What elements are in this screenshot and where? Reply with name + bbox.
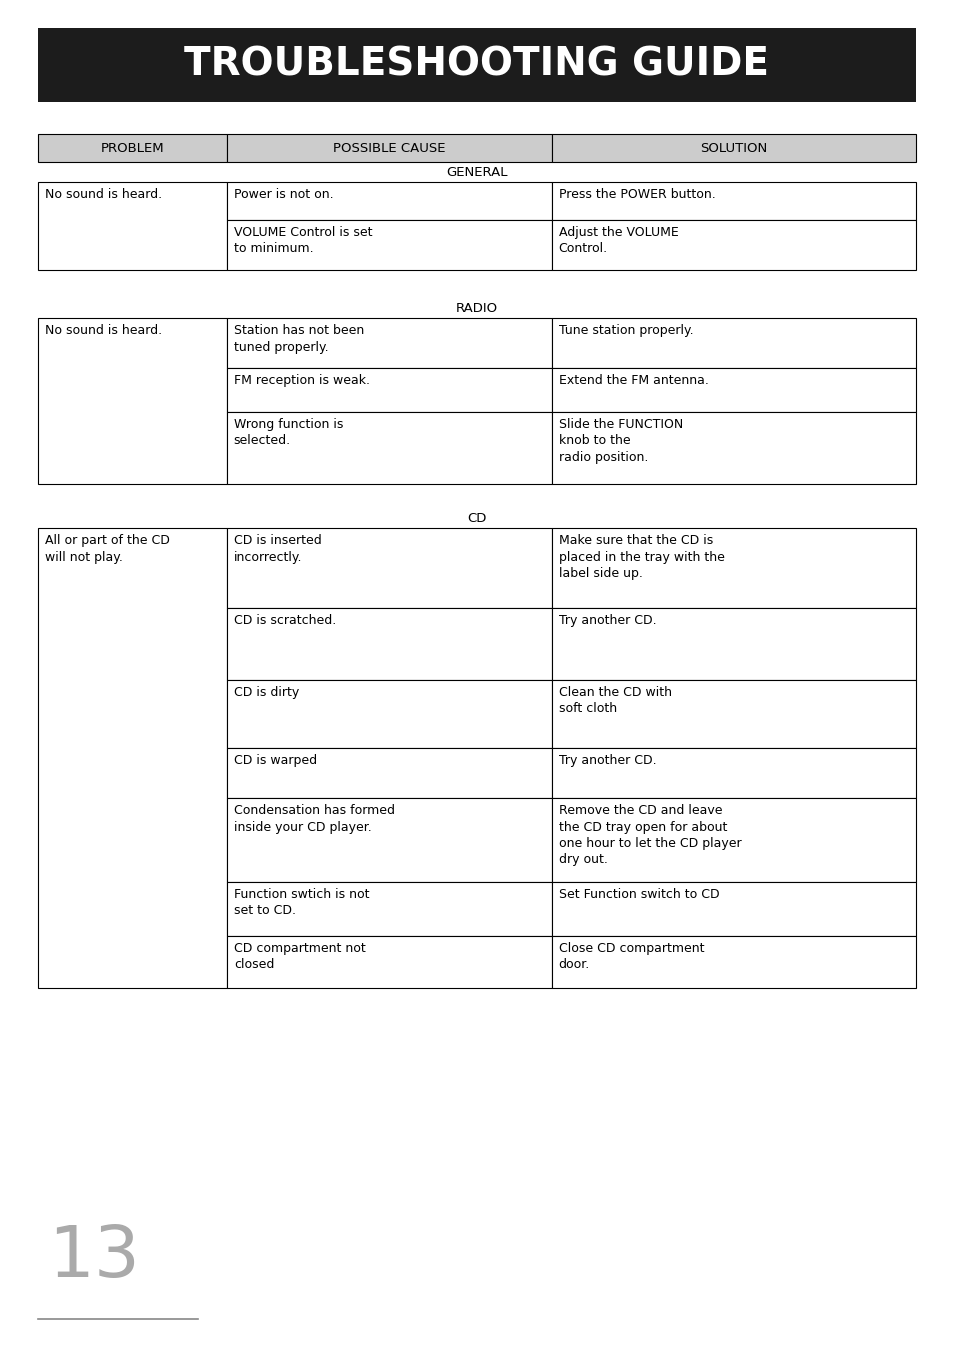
Bar	[551, 936, 915, 988]
Text: No sound is heard.: No sound is heard.	[45, 324, 162, 337]
Bar	[227, 936, 551, 988]
Bar	[551, 134, 915, 162]
Text: POSSIBLE CAUSE: POSSIBLE CAUSE	[333, 142, 445, 154]
Text: PROBLEM: PROBLEM	[100, 142, 164, 154]
Text: CD is dirty: CD is dirty	[233, 686, 298, 699]
Bar	[227, 318, 551, 368]
Text: Remove the CD and leave
the CD tray open for about
one hour to let the CD player: Remove the CD and leave the CD tray open…	[558, 804, 740, 867]
Text: Wrong function is
selected.: Wrong function is selected.	[233, 418, 343, 448]
Bar	[551, 181, 915, 219]
Text: CD is inserted
incorrectly.: CD is inserted incorrectly.	[233, 533, 321, 563]
Text: CD is scratched.: CD is scratched.	[233, 613, 335, 627]
Bar	[227, 412, 551, 483]
Bar	[227, 608, 551, 680]
Bar	[551, 747, 915, 798]
Bar	[38, 181, 227, 269]
Bar	[227, 368, 551, 412]
Text: Make sure that the CD is
placed in the tray with the
label side up.: Make sure that the CD is placed in the t…	[558, 533, 723, 580]
Text: Slide the FUNCTION
knob to the
radio position.: Slide the FUNCTION knob to the radio pos…	[558, 418, 682, 464]
Bar	[551, 680, 915, 747]
Text: Try another CD.: Try another CD.	[558, 613, 656, 627]
Text: All or part of the CD
will not play.: All or part of the CD will not play.	[45, 533, 170, 563]
Text: CD: CD	[467, 512, 486, 524]
Text: CD is warped: CD is warped	[233, 754, 316, 766]
Bar	[227, 134, 551, 162]
Bar	[38, 318, 227, 483]
Bar	[227, 747, 551, 798]
Text: Set Function switch to CD: Set Function switch to CD	[558, 888, 719, 900]
Bar	[551, 798, 915, 881]
Bar	[38, 134, 227, 162]
Text: Close CD compartment
door.: Close CD compartment door.	[558, 942, 703, 972]
Text: Clean the CD with
soft cloth: Clean the CD with soft cloth	[558, 686, 671, 715]
Text: SOLUTION: SOLUTION	[700, 142, 766, 154]
Bar	[551, 881, 915, 936]
Text: 13: 13	[48, 1223, 140, 1292]
Bar	[551, 368, 915, 412]
Text: FM reception is weak.: FM reception is weak.	[233, 374, 370, 387]
Text: VOLUME Control is set
to minimum.: VOLUME Control is set to minimum.	[233, 226, 372, 256]
Bar	[551, 318, 915, 368]
Bar	[227, 528, 551, 608]
Bar	[227, 798, 551, 881]
Text: Station has not been
tuned properly.: Station has not been tuned properly.	[233, 324, 364, 353]
Text: GENERAL: GENERAL	[446, 165, 507, 179]
Bar	[227, 680, 551, 747]
Text: Function swtich is not
set to CD.: Function swtich is not set to CD.	[233, 888, 369, 918]
Bar	[551, 608, 915, 680]
Bar	[227, 881, 551, 936]
Text: RADIO: RADIO	[456, 302, 497, 314]
Text: Condensation has formed
inside your CD player.: Condensation has formed inside your CD p…	[233, 804, 395, 834]
Bar	[38, 28, 915, 102]
Bar	[551, 219, 915, 269]
Text: No sound is heard.: No sound is heard.	[45, 188, 162, 200]
Text: Tune station properly.: Tune station properly.	[558, 324, 693, 337]
Bar	[551, 528, 915, 608]
Text: Power is not on.: Power is not on.	[233, 188, 333, 200]
Text: Adjust the VOLUME
Control.: Adjust the VOLUME Control.	[558, 226, 678, 256]
Text: Extend the FM antenna.: Extend the FM antenna.	[558, 374, 708, 387]
Text: TROUBLESHOOTING GUIDE: TROUBLESHOOTING GUIDE	[184, 46, 769, 84]
Bar	[551, 412, 915, 483]
Text: Try another CD.: Try another CD.	[558, 754, 656, 766]
Bar	[227, 181, 551, 219]
Text: CD compartment not
closed: CD compartment not closed	[233, 942, 365, 972]
Bar	[227, 219, 551, 269]
Bar	[38, 528, 227, 988]
Text: Press the POWER button.: Press the POWER button.	[558, 188, 715, 200]
